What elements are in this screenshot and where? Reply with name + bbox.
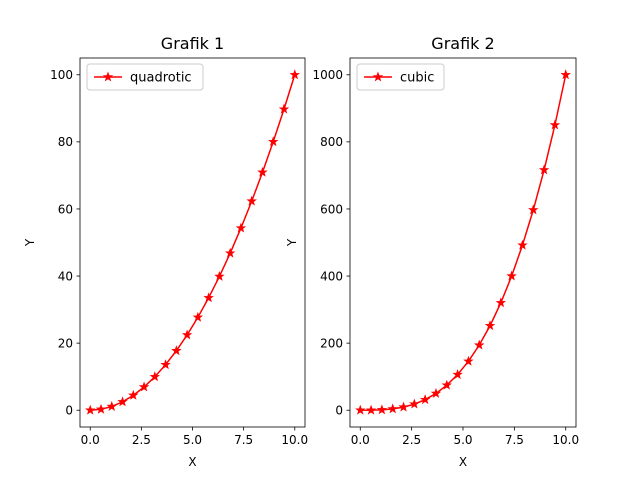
data-point (419, 394, 431, 405)
y-tick-label: 80 (58, 135, 73, 149)
x-tick-label: 2.5 (132, 433, 151, 447)
data-point (278, 103, 290, 114)
y-tick-label: 1000 (312, 68, 343, 82)
legend-marker (372, 71, 384, 82)
legend-label: quadrotic (130, 71, 192, 86)
y-tick-label: 40 (58, 269, 73, 283)
legend-box (86, 63, 204, 91)
y-tick-label: 100 (50, 68, 73, 82)
data-point (549, 119, 561, 130)
data-point (203, 292, 214, 303)
series-line-cubic (360, 74, 567, 411)
x-tick-label: 2.5 (402, 433, 421, 447)
data-point (365, 404, 377, 415)
y-tick-label: 0 (65, 404, 73, 418)
x-tick-label: 7.5 (505, 433, 524, 447)
x-tick-label: 5.0 (183, 433, 202, 447)
data-point (506, 270, 517, 281)
chart-title: Grafik 2 (431, 34, 494, 53)
axes-frame (349, 57, 577, 428)
data-point (128, 389, 139, 400)
x-axis-label: X (188, 455, 196, 469)
data-point (106, 401, 117, 411)
x-axis-label: X (459, 455, 467, 469)
data-point (181, 329, 193, 340)
legend-label: cubic (400, 71, 434, 86)
y-axis-label: Y (285, 238, 299, 247)
x-tick-label: 5.0 (453, 433, 472, 447)
data-point (355, 404, 366, 415)
data-point (224, 247, 236, 258)
legend-box (356, 63, 445, 91)
data-point (160, 359, 171, 370)
y-tick-label: 200 (320, 336, 343, 350)
data-point (528, 204, 539, 215)
data-point (95, 403, 107, 414)
y-tick-label: 400 (320, 269, 343, 283)
data-point (517, 239, 528, 250)
data-point (214, 270, 225, 281)
x-tick-label: 10.0 (281, 433, 308, 447)
data-point (441, 379, 452, 390)
data-point (409, 398, 420, 409)
subplot-2: Grafik 2 0.0 2.5 5.0 7.5 10.0 0 200 400 600 800 100… (285, 34, 579, 469)
x-tick-label: 10.0 (552, 433, 579, 447)
data-point (268, 136, 279, 147)
data-point (117, 396, 128, 407)
data-point (149, 371, 161, 382)
x-tick-label: 7.5 (234, 433, 253, 447)
data-point (430, 387, 442, 398)
legend: cubic (356, 63, 445, 91)
x-tick-label: 0.0 (351, 433, 370, 447)
y-tick-label: 20 (58, 336, 73, 350)
legend-marker (102, 71, 114, 82)
data-point (192, 311, 204, 322)
y-tick-label: 800 (320, 135, 343, 149)
data-point (538, 164, 550, 175)
y-axis-label: Y (23, 238, 37, 247)
data-point (452, 369, 463, 380)
data-point (484, 320, 496, 331)
axes-frame (79, 57, 306, 428)
y-tick-label: 600 (320, 202, 343, 216)
data-point (560, 69, 571, 80)
y-tick-label: 60 (58, 202, 73, 216)
data-point (257, 166, 268, 177)
data-point (171, 345, 182, 356)
subplot-1: Grafik 1 0.0 2.5 5.0 7.5 10.0 0 20 40 60 80 100 X Yqu… (23, 34, 308, 469)
legend: quadrotic (86, 63, 204, 91)
data-point (246, 195, 257, 206)
data-point (289, 69, 300, 80)
data-point (138, 381, 150, 392)
data-point (387, 403, 398, 414)
series-line-quadrotic (90, 74, 296, 411)
data-point (85, 404, 96, 415)
data-point (235, 222, 247, 233)
data-point (495, 297, 507, 308)
x-tick-label: 0.0 (81, 433, 100, 447)
data-point (474, 339, 485, 350)
data-point (376, 404, 388, 415)
data-point (398, 401, 409, 412)
chart-title: Grafik 1 (161, 34, 224, 53)
data-point (463, 355, 474, 366)
y-tick-label: 0 (335, 404, 343, 418)
